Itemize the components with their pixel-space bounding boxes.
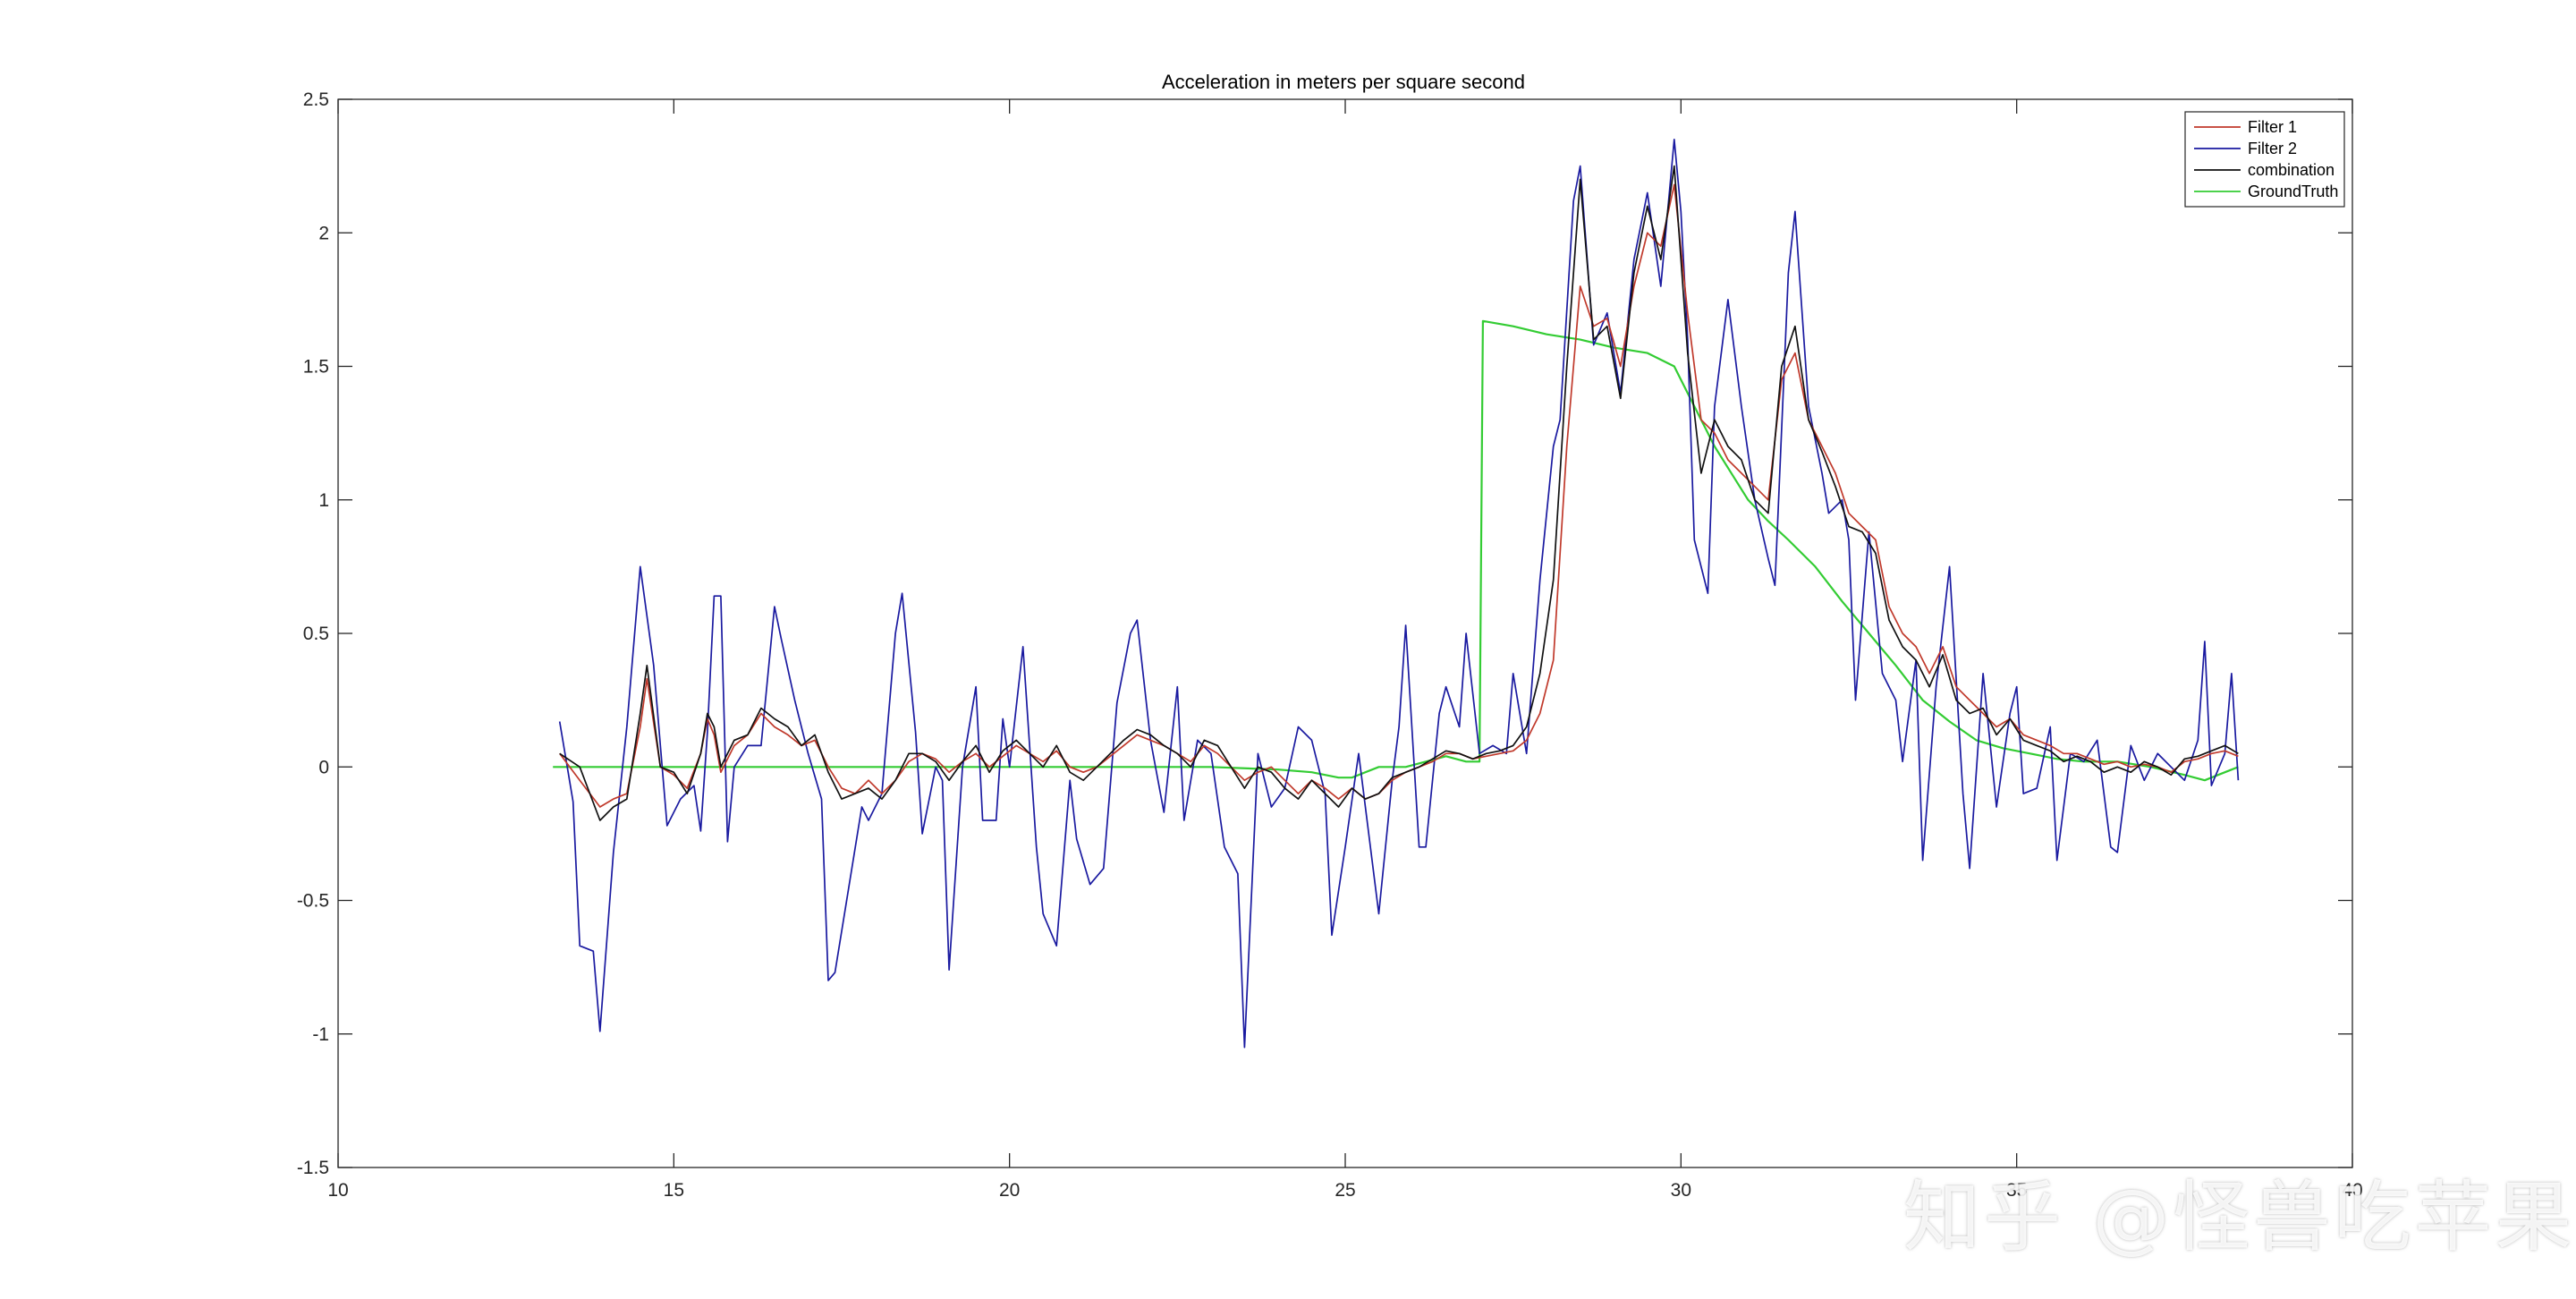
plot-frame (337, 98, 2353, 1168)
x-tick-label: 10 (327, 1180, 348, 1201)
legend-label: Filter 2 (2248, 140, 2297, 157)
y-tick-label: 0.5 (303, 624, 329, 644)
axes: 10 15 20 25 30 35 40 -1.5 -1 -0.5 0 0.5 1 1.5 2 2.5 (297, 89, 2363, 1201)
chart-title: Acceleration in meters per square second (1162, 71, 1525, 93)
series-line-groundtruth (553, 319, 2239, 782)
x-tick-label: 30 (1671, 1180, 1691, 1201)
y-tick-label: -1.5 (297, 1158, 329, 1178)
legend-label: Filter 1 (2248, 118, 2297, 136)
x-tick-label: 40 (2342, 1180, 2362, 1201)
y-tick-label: 1 (318, 490, 329, 511)
y-tick-label: -0.5 (297, 891, 329, 912)
series-line-filter-1 (559, 183, 2239, 808)
series-line-combination (559, 165, 2239, 821)
series-layer (553, 138, 2240, 1049)
legend-label: GroundTruth (2248, 183, 2338, 200)
x-tick-label: 20 (999, 1180, 1020, 1201)
legend-label: combination (2248, 161, 2334, 179)
x-tick-label: 15 (664, 1180, 684, 1201)
series-line-filter-2 (558, 138, 2240, 1049)
x-tick-label: 35 (2006, 1180, 2027, 1201)
watermark-text: 知乎 @怪兽吃苹果 (1903, 1173, 2576, 1262)
y-tick-label: 0 (318, 757, 329, 777)
y-tick-label: -1 (312, 1024, 329, 1045)
x-tick-label: 25 (1335, 1180, 1355, 1201)
y-tick-label: 1.5 (303, 357, 329, 378)
y-tick-label: 2.5 (303, 89, 329, 110)
y-tick-label: 2 (318, 223, 329, 243)
legend: Filter 1 Filter 2 combination GroundTruth (2184, 111, 2345, 208)
plot-area (337, 98, 2353, 1168)
